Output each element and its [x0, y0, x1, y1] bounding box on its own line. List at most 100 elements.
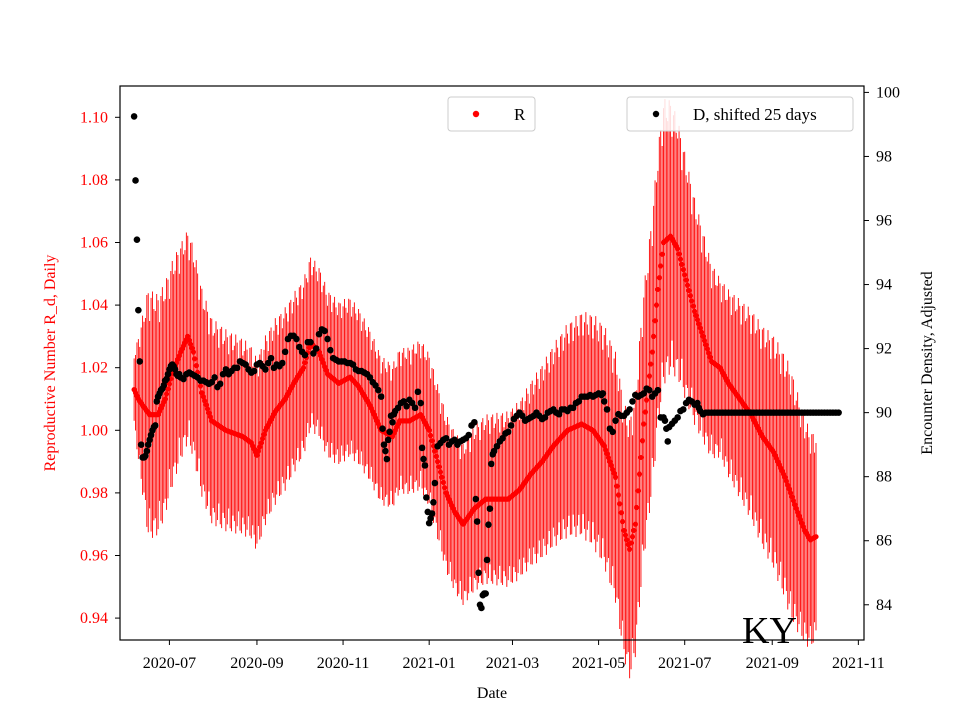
d-point — [408, 399, 416, 407]
left-y-tick-label: 1.06 — [80, 234, 108, 251]
right-y-tick-label: 92 — [876, 341, 892, 358]
left-y-tick-label: 1.10 — [80, 109, 108, 126]
d-point — [394, 404, 402, 412]
d-point — [640, 390, 648, 397]
r-point — [813, 534, 819, 540]
d-point — [541, 414, 549, 421]
d-point — [478, 604, 485, 612]
d-point — [386, 428, 393, 436]
d-point — [629, 398, 636, 405]
right-y-tick-label: 90 — [876, 405, 892, 422]
r-series — [131, 99, 819, 679]
left-y-tick-label: 0.94 — [80, 610, 108, 627]
d-point — [400, 398, 408, 405]
d-point — [486, 505, 494, 513]
d-point — [315, 330, 323, 338]
legend-r-box — [447, 96, 536, 132]
d-point — [219, 370, 227, 378]
d-point — [472, 495, 480, 503]
d-point — [132, 177, 139, 184]
d-point — [389, 418, 396, 426]
d-point — [485, 521, 492, 529]
d-point — [664, 438, 672, 445]
legend-d-label: D, shifted 25 days — [693, 105, 817, 124]
legend-d-marker — [652, 110, 660, 118]
d-point — [133, 236, 141, 244]
d-point — [250, 367, 258, 375]
left-y-tick-label: 1.00 — [80, 422, 108, 439]
x-tick-label: 2021-09 — [746, 655, 799, 672]
left-y-tick-label: 1.04 — [80, 297, 108, 314]
d-point — [279, 359, 286, 367]
d-point — [835, 409, 842, 416]
right-y-tick-label: 94 — [876, 277, 892, 294]
x-axis: 2020-07 2020-09 2020-11 2021-01 2021-03 2021-… — [143, 640, 885, 672]
d-point — [295, 343, 303, 351]
left-y-tick-label: 1.02 — [80, 360, 108, 377]
legend-r-label: R — [514, 105, 526, 124]
d-point — [493, 442, 501, 450]
d-point — [349, 361, 357, 368]
left-y-axis-label: Reproductive Number R_d, Daily — [42, 255, 59, 472]
d-point — [465, 431, 473, 439]
d-point — [380, 441, 388, 448]
right-y-tick-label: 96 — [876, 212, 892, 229]
d-point — [421, 462, 429, 469]
d-point — [264, 359, 272, 367]
d-point — [321, 327, 329, 335]
right-y-tick-label: 84 — [876, 597, 892, 614]
legend-d: D, shifted 25 days — [626, 96, 854, 132]
x-axis-label: Date — [477, 685, 507, 702]
d-point — [403, 402, 410, 410]
d-point — [473, 518, 481, 525]
d-point — [603, 406, 611, 413]
d-point — [211, 374, 218, 381]
d-point — [417, 399, 425, 407]
d-point — [569, 404, 577, 412]
x-tick-label: 2020-11 — [317, 655, 370, 672]
d-point — [471, 418, 478, 426]
d-point — [383, 455, 391, 463]
state-label: KY — [742, 610, 797, 652]
d-point — [431, 479, 439, 487]
d-point — [679, 406, 687, 413]
d-point — [312, 345, 320, 352]
d-point — [137, 441, 145, 448]
right-y-axis: 84 86 88 90 92 94 96 98 100 — [864, 84, 900, 614]
d-point — [418, 444, 426, 452]
d-point — [423, 494, 430, 501]
x-tick-label: 2021-11 — [832, 655, 885, 672]
left-y-tick-label: 1.08 — [80, 172, 108, 189]
d-point — [327, 346, 334, 354]
legend-r-marker — [472, 110, 480, 118]
d-point — [442, 434, 450, 442]
d-point — [130, 113, 138, 120]
d-point — [451, 436, 458, 444]
d-point — [262, 366, 269, 373]
d-point — [242, 361, 249, 368]
x-tick-label: 2020-07 — [143, 655, 196, 672]
d-point — [499, 434, 506, 442]
d-point — [504, 428, 512, 436]
d-point — [301, 351, 309, 359]
d-point — [384, 436, 392, 444]
left-y-axis: 0.94 0.96 0.98 1.00 1.02 1.04 1.06 1.08 1.10 — [80, 109, 120, 627]
x-tick-label: 2021-07 — [658, 655, 711, 672]
d-point — [599, 390, 607, 397]
x-tick-label: 2020-09 — [230, 655, 283, 672]
d-point — [135, 306, 142, 314]
d-point — [372, 382, 379, 389]
d-point — [482, 590, 489, 597]
left-y-tick-label: 0.98 — [80, 485, 108, 502]
right-y-axis-label: Encounter Density, Adjusted — [919, 271, 936, 454]
d-point — [490, 447, 498, 455]
d-point — [411, 404, 419, 412]
legend-r: R — [447, 96, 536, 132]
d-point — [222, 366, 230, 373]
d-point — [555, 410, 563, 418]
d-point — [366, 374, 374, 381]
d-point — [661, 417, 669, 424]
d-point — [375, 386, 382, 394]
d-point — [151, 422, 159, 429]
right-y-tick-label: 86 — [876, 533, 892, 550]
